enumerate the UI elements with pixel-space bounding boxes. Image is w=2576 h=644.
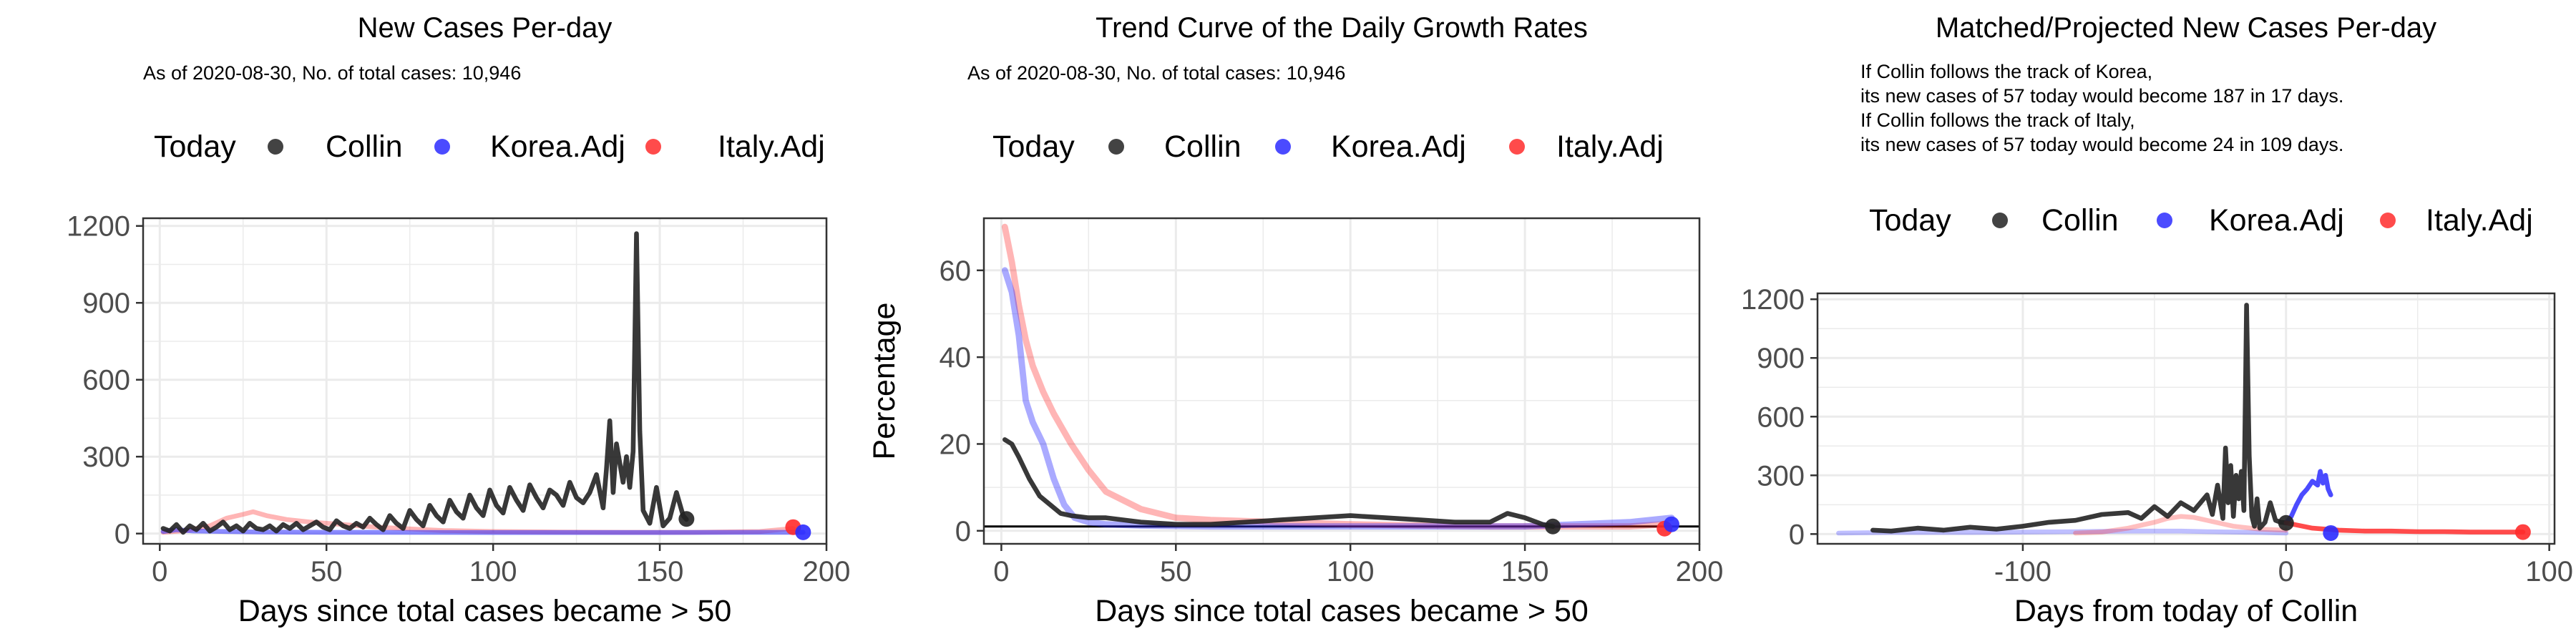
p3-x-tick-label: 100 xyxy=(2525,556,2573,587)
p3-legend-key-collin xyxy=(1992,213,2008,228)
p2-series-collin-line xyxy=(1002,437,1556,529)
p3-legend-label-collin: Collin xyxy=(2041,203,2119,238)
p3-legend-key-korea-adj xyxy=(2157,213,2172,228)
p1-series-collin-line xyxy=(160,231,689,535)
p3-y-tick-label: 900 xyxy=(1757,343,1805,374)
p3-subtitle-line: its new cases of 57 today would become 1… xyxy=(1860,85,2343,107)
p2-legend-label-korea-adj: Korea.Adj xyxy=(1331,130,1466,164)
p3-legend-key-italy-adj xyxy=(2380,213,2396,228)
p2-today-point-collin xyxy=(1545,518,1561,535)
p2-legend-title: Today xyxy=(992,130,1075,164)
p2-subtitle-line: As of 2020-08-30, No. of total cases: 10… xyxy=(967,62,1345,84)
p1-x-tick-label: 100 xyxy=(469,556,517,587)
p1-y-tick-label: 1200 xyxy=(67,211,130,243)
p3-legend-title: Today xyxy=(1869,203,1951,238)
p2-legend-key-korea-adj xyxy=(1275,139,1291,155)
p3-subtitle-line: If Collin follows the track of Italy, xyxy=(1860,109,2135,131)
p2-legend-label-italy-adj: Italy.Adj xyxy=(1556,130,1664,164)
p2-x-axis-label: Days since total cases became > 50 xyxy=(1095,594,1589,628)
p1-x-tick-label: 0 xyxy=(152,556,167,587)
p2-legend-label-collin: Collin xyxy=(1164,130,1241,164)
p3-y-tick-label: 1200 xyxy=(1741,284,1805,316)
p1-x-tick-label: 150 xyxy=(636,556,684,587)
p3-chart-title: Matched/Projected New Cases Per-day xyxy=(1936,12,2436,44)
p1-y-tick-label: 900 xyxy=(82,288,130,319)
p3-today-point-collin xyxy=(2278,514,2294,531)
p2-plot-border xyxy=(982,217,1701,545)
p1-today-point-korea-adj xyxy=(795,524,811,540)
p2-chart-title: Trend Curve of the Daily Growth Rates xyxy=(1096,12,1588,44)
p2-legend-key-italy-adj xyxy=(1509,139,1525,155)
p3-subtitle-line: If Collin follows the track of Korea, xyxy=(1860,61,2152,82)
p2-y-tick-label: 60 xyxy=(940,255,972,287)
p1-legend-key-collin xyxy=(268,139,283,155)
p2-legend-key-collin xyxy=(1108,139,1124,155)
p2-y-tick-label: 40 xyxy=(940,342,972,374)
p1-today-point-collin xyxy=(678,511,695,527)
p3-series-korea-adj-line xyxy=(2283,469,2333,525)
p1-legend-label-korea-adj: Korea.Adj xyxy=(490,130,625,164)
p3-series-collin-line xyxy=(1870,303,2289,534)
p1-y-tick-label: 600 xyxy=(82,365,130,396)
p2-x-tick-label: 100 xyxy=(1327,556,1375,587)
p1-plot-border xyxy=(142,217,828,545)
p2-today-point-korea-adj xyxy=(1663,516,1679,532)
p3-subtitle-line: its new cases of 57 today would become 2… xyxy=(1860,134,2343,155)
p3-today-point-korea-adj xyxy=(2323,525,2339,541)
p3-today-point-italy-adj xyxy=(2514,524,2531,540)
p1-legend-label-italy-adj: Italy.Adj xyxy=(718,130,825,164)
p3-y-tick-label: 0 xyxy=(1789,519,1805,550)
p3-y-tick-label: 600 xyxy=(1757,401,1805,433)
p1-y-tick-label: 0 xyxy=(114,519,130,550)
p1-x-axis-label: Days since total cases became > 50 xyxy=(238,594,732,628)
p2-x-tick-label: 150 xyxy=(1501,556,1549,587)
p1-x-tick-label: 50 xyxy=(311,556,343,587)
p1-x-tick-label: 200 xyxy=(803,556,851,587)
p1-y-tick-label: 300 xyxy=(82,441,130,473)
p1-legend-key-korea-adj xyxy=(434,139,450,155)
p3-y-tick-label: 300 xyxy=(1757,460,1805,492)
p2-x-tick-label: 50 xyxy=(1160,556,1192,587)
p3-series-italy-adj-line xyxy=(2073,514,2289,536)
p3-x-tick-label: -100 xyxy=(1994,556,2051,587)
p2-x-tick-label: 200 xyxy=(1676,556,1724,587)
p3-legend-label-korea-adj: Korea.Adj xyxy=(2209,203,2344,238)
p3-plot-border xyxy=(1816,292,2556,545)
p1-legend-label-collin: Collin xyxy=(326,130,403,164)
p1-chart-title: New Cases Per-day xyxy=(358,12,613,44)
p3-legend-label-italy-adj: Italy.Adj xyxy=(2426,203,2533,238)
p1-legend-title: Today xyxy=(154,130,236,164)
p3-x-axis-label: Days from today of Collin xyxy=(2014,594,2358,628)
p2-series-italy-adj-line xyxy=(1001,223,1668,530)
p2-y-tick-label: 0 xyxy=(955,516,971,547)
p2-y-tick-label: 20 xyxy=(940,429,972,460)
p3-x-tick-label: 0 xyxy=(2278,556,2294,587)
p1-subtitle-line: As of 2020-08-30, No. of total cases: 10… xyxy=(143,62,521,84)
p2-y-axis-label: Percentage xyxy=(867,303,902,460)
p2-x-tick-label: 0 xyxy=(993,556,1009,587)
p1-legend-key-italy-adj xyxy=(645,139,661,155)
